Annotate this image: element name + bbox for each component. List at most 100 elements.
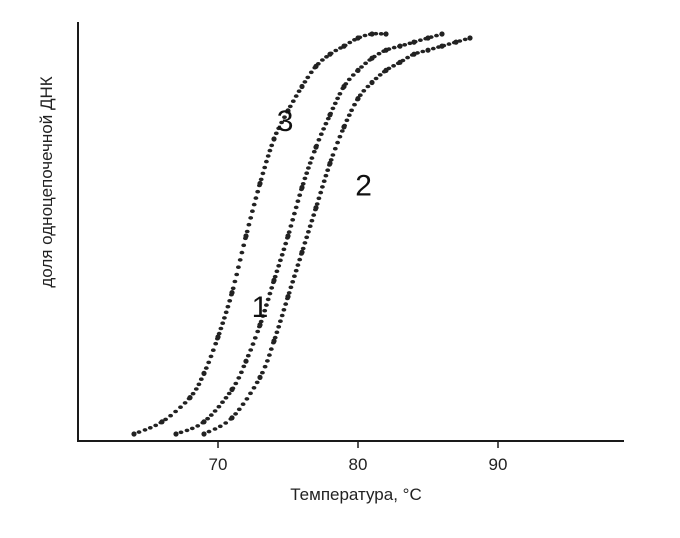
series-2-trace-dot: [268, 347, 274, 351]
series-2-trace-dot: [335, 140, 340, 145]
series-2-trace-dot: [391, 64, 396, 68]
series-1-trace-dot: [309, 156, 315, 160]
series-1-trace-dot: [272, 274, 278, 279]
series-3-trace-dot: [244, 229, 250, 234]
series-1-trace-dot: [267, 291, 273, 296]
series-1-trace-dot: [300, 182, 306, 186]
series-3-trace-dot: [203, 366, 209, 370]
series-3-trace-dot: [264, 159, 269, 164]
series-2-point: [313, 205, 319, 211]
series-3-point: [383, 31, 389, 37]
series-1-trace-dot: [276, 264, 282, 268]
series-2-trace-dot: [306, 230, 311, 234]
series-3-trace-dot: [190, 391, 196, 396]
series-1-trace-dot: [220, 400, 225, 405]
series-3-point: [341, 43, 347, 49]
series-3-trace-dot: [246, 222, 252, 227]
series-3-trace-dot: [255, 189, 261, 194]
series-2-trace-dot: [325, 168, 331, 172]
series-3-point: [215, 334, 221, 340]
series-1-trace-dot: [212, 409, 218, 413]
series-3-trace-dot: [276, 126, 282, 131]
series-1-trace-dot: [332, 101, 338, 106]
series-1-trace-dot: [323, 121, 329, 126]
series-1-trace-dot: [402, 43, 408, 47]
series-2-trace-dot: [420, 49, 426, 54]
series-2-point: [383, 67, 389, 73]
series-3-trace-dot: [267, 148, 273, 153]
series-2-trace-dot: [321, 179, 327, 183]
series-2-point: [453, 39, 459, 45]
x-tick-label: 90: [489, 455, 508, 474]
series-2-point: [299, 249, 305, 255]
series-1-trace-dot: [245, 353, 251, 358]
series-1-trace-dot: [250, 342, 256, 346]
series-1-trace-dot: [297, 193, 303, 197]
series-1-point: [313, 144, 319, 150]
series-3-trace-dot: [305, 75, 311, 80]
series-2-trace-dot: [297, 257, 303, 262]
x-tick-label: 80: [349, 455, 368, 474]
series-2-trace-dot: [262, 364, 268, 369]
series-2-trace-dot: [377, 73, 383, 77]
series-3-trace-dot: [234, 272, 240, 277]
series-3-point: [299, 83, 305, 90]
series-1-trace-dot: [391, 45, 397, 50]
series-1-point: [173, 431, 179, 437]
series-1-trace-dot: [252, 336, 258, 340]
series-1-trace-dot: [265, 297, 271, 302]
series-1-trace-dot: [239, 370, 244, 375]
series-1-trace-dot: [279, 253, 285, 257]
series-2-trace-dot: [217, 424, 223, 429]
series-2-point: [425, 47, 431, 53]
series-3-trace-dot: [296, 89, 302, 93]
series-3-trace-dot: [182, 401, 188, 405]
series-3-trace-dot: [230, 286, 236, 291]
series-3-point: [313, 63, 319, 69]
series-1-trace-dot: [363, 61, 368, 66]
series-1-point: [383, 47, 389, 53]
series-1-point: [425, 35, 431, 41]
series-1-trace-dot: [293, 205, 299, 210]
series-1-point: [439, 31, 445, 37]
series-2-trace-dot: [283, 302, 289, 306]
series-2-trace-dot: [233, 412, 239, 416]
axes: [77, 22, 624, 442]
series-1-point: [257, 322, 263, 328]
series-1-point: [341, 83, 347, 90]
series-2-trace-dot: [292, 274, 297, 279]
series-2-trace-dot: [278, 319, 283, 324]
series-2-point: [467, 35, 473, 41]
series-2-trace-dot: [274, 330, 280, 335]
series-2-trace-dot: [267, 353, 272, 357]
series-1-trace-dot: [274, 269, 280, 274]
series-3-trace-dot: [239, 250, 245, 255]
series-3-point: [327, 51, 333, 57]
series-3-trace-dot: [153, 423, 159, 428]
curve-labels: 3 1 2: [252, 105, 372, 324]
series-3-trace-dot: [136, 430, 142, 434]
series-layer: [131, 31, 473, 437]
series-3-trace-dot: [206, 360, 212, 365]
series-2-trace-dot: [254, 380, 260, 385]
series-3-trace-dot: [220, 321, 226, 326]
series-2-trace-dot: [240, 402, 246, 407]
series-3-trace-dot: [333, 48, 339, 53]
series-2-trace-dot: [307, 224, 313, 228]
series-2-trace-dot: [236, 407, 242, 412]
series-3-trace-dot: [273, 131, 279, 136]
series-3-trace-dot: [173, 409, 179, 414]
series-3-trace-dot: [178, 405, 183, 410]
series-1-point: [229, 386, 235, 393]
series-2-trace-dot: [309, 218, 315, 223]
series-2-curve: [201, 35, 473, 437]
series-1-trace-dot: [288, 224, 294, 228]
series-2-trace-dot: [279, 313, 285, 318]
series-3-trace-dot: [225, 304, 231, 309]
series-1-trace-dot: [311, 149, 317, 154]
series-1-trace-dot: [330, 106, 336, 111]
series-3-trace-dot: [308, 70, 314, 75]
series-2-trace-dot: [462, 37, 468, 42]
series-3-trace-dot: [262, 165, 268, 170]
